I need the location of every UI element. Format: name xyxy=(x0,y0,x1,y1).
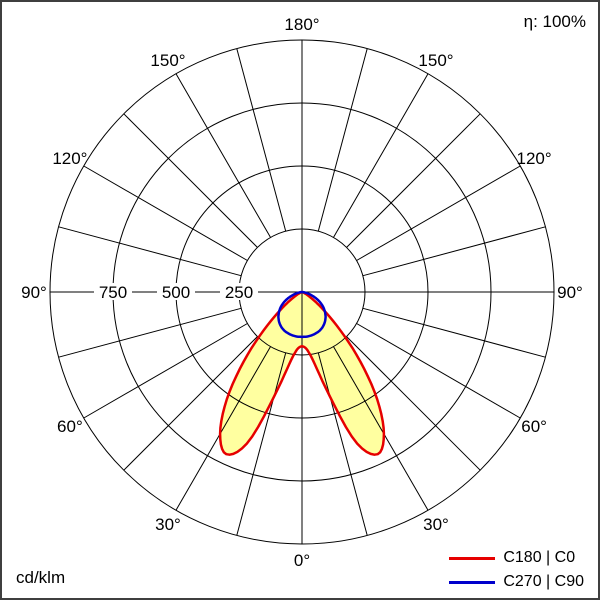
curve-c270-c90 xyxy=(277,290,327,339)
efficiency-label: η: 100% xyxy=(523,12,586,31)
svg-text:120°: 120° xyxy=(517,149,552,168)
svg-text:90°: 90° xyxy=(557,283,583,302)
legend-line-blue-icon xyxy=(449,580,496,584)
svg-text:150°: 150° xyxy=(418,51,453,70)
unit-label: cd/klm xyxy=(16,568,66,587)
legend-label-c180-c0: C180 | C0 xyxy=(503,549,576,566)
legend-line-red-icon xyxy=(449,556,496,560)
angle-labels: 0° 30° 30° 60° 60° 90° 90° 120° 120° 150° 150° 180° xyxy=(21,15,583,570)
svg-text:90°: 90° xyxy=(21,283,47,302)
legend-label-c270-c90: C270 | C90 xyxy=(503,573,584,590)
svg-text:30°: 30° xyxy=(155,515,181,534)
distribution-fill xyxy=(220,292,384,455)
legend: C180 | C0 C270 | C90 xyxy=(449,548,584,592)
svg-text:120°: 120° xyxy=(52,149,87,168)
svg-text:180°: 180° xyxy=(284,15,319,34)
svg-text:500: 500 xyxy=(162,283,190,302)
legend-item-c180-c0: C180 | C0 xyxy=(449,548,584,568)
svg-text:150°: 150° xyxy=(150,51,185,70)
legend-item-c270-c90: C270 | C90 xyxy=(449,572,584,592)
svg-text:250: 250 xyxy=(225,283,253,302)
radial-tick-labels: 250 500 750 xyxy=(94,283,258,302)
svg-text:30°: 30° xyxy=(423,515,449,534)
svg-text:0°: 0° xyxy=(294,551,310,570)
svg-text:750: 750 xyxy=(99,283,127,302)
svg-text:60°: 60° xyxy=(57,417,83,436)
svg-text:60°: 60° xyxy=(521,417,547,436)
